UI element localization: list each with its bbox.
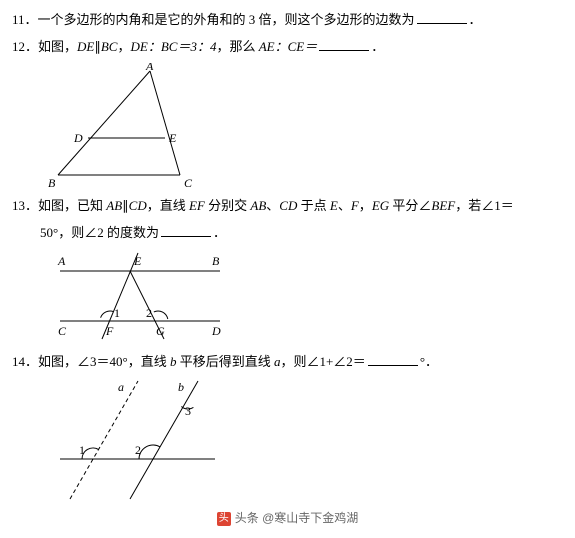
footer-text: 头条 @寒山寺下金鸡湖 bbox=[235, 511, 359, 525]
q14-svg: 1 2 3 a b bbox=[40, 377, 240, 502]
q13-dn: 、 bbox=[266, 198, 279, 213]
footer: 头头条 @寒山寺下金鸡湖 bbox=[12, 508, 563, 530]
q13-ab: AB bbox=[106, 198, 122, 213]
svg-text:A: A bbox=[57, 254, 66, 268]
q13-dn2: 、 bbox=[338, 198, 351, 213]
svg-text:G: G bbox=[156, 324, 165, 338]
q13-ab2: AB bbox=[250, 198, 266, 213]
q12-r2: AE：CE＝ bbox=[259, 39, 318, 54]
q13-figure: A B C D E F G 1 2 bbox=[40, 249, 563, 344]
q14-a: 14．如图，∠3＝40°，直线 bbox=[12, 354, 170, 369]
q13-e: E bbox=[330, 198, 338, 213]
svg-text:2: 2 bbox=[135, 443, 141, 457]
q11-period: ． bbox=[469, 12, 482, 27]
q13-cd: CD bbox=[129, 198, 147, 213]
svg-text:C: C bbox=[58, 324, 67, 338]
q13-c2: 分别交 bbox=[205, 198, 251, 213]
q12-b: ． bbox=[371, 39, 384, 54]
q14-tb: °． bbox=[420, 354, 438, 369]
svg-text:2: 2 bbox=[146, 306, 152, 320]
question-11: 11．一个多边形的内角和是它的外角和的 3 倍，则这个多边形的边数为 ． bbox=[12, 8, 563, 31]
q11-text: 11．一个多边形的内角和是它的外角和的 3 倍，则这个多边形的边数为 bbox=[12, 12, 415, 27]
svg-text:A: A bbox=[145, 63, 154, 73]
q11-blank[interactable] bbox=[417, 10, 467, 24]
svg-text:D: D bbox=[211, 324, 221, 338]
q13-c4: ， bbox=[359, 198, 372, 213]
q13-l2b: ． bbox=[213, 225, 226, 240]
q13-svg: A B C D E F G 1 2 bbox=[40, 249, 240, 344]
q13-f: F bbox=[351, 198, 359, 213]
svg-text:C: C bbox=[184, 176, 193, 188]
svg-text:E: E bbox=[133, 254, 142, 268]
q14-c1: 平移后得到直线 bbox=[176, 354, 274, 369]
svg-text:B: B bbox=[212, 254, 220, 268]
svg-text:B: B bbox=[48, 176, 56, 188]
q13-c6: ，若∠1＝ bbox=[455, 198, 514, 213]
svg-text:1: 1 bbox=[79, 443, 85, 457]
svg-text:F: F bbox=[105, 324, 114, 338]
svg-text:a: a bbox=[118, 380, 124, 394]
q12-svg: A D E B C bbox=[40, 63, 210, 188]
question-13: 13．如图，已知 AB∥CD，直线 EF 分别交 AB、CD 于点 E、F，EG… bbox=[12, 194, 563, 217]
q12-a: 12．如图， bbox=[12, 39, 77, 54]
q13-c5: 平分∠ bbox=[389, 198, 431, 213]
question-14: 14．如图，∠3＝40°，直线 b 平移后得到直线 a，则∠1+∠2＝°． bbox=[12, 350, 563, 373]
q13-bef: BEF bbox=[431, 198, 455, 213]
q13-c1: ，直线 bbox=[147, 198, 189, 213]
q12-c2: ，那么 bbox=[216, 39, 258, 54]
svg-text:1: 1 bbox=[114, 306, 120, 320]
q12-figure: A D E B C bbox=[40, 63, 563, 188]
q13-c3: 于点 bbox=[297, 198, 330, 213]
svg-text:E: E bbox=[168, 131, 177, 145]
q13-l2a: 50°，则∠2 的度数为 bbox=[40, 225, 159, 240]
question-12: 12．如图，DE∥BC，DE：BC＝3：4，那么 AE：CE＝． bbox=[12, 35, 563, 58]
q14-figure: 1 2 3 a b bbox=[40, 377, 563, 502]
q13-a: 13．如图，已知 bbox=[12, 198, 106, 213]
svg-text:D: D bbox=[73, 131, 83, 145]
q12-c1: ， bbox=[117, 39, 130, 54]
footer-icon: 头 bbox=[217, 512, 231, 526]
q12-de: DE bbox=[77, 39, 94, 54]
q13-eg: EG bbox=[372, 198, 389, 213]
q14-blank[interactable] bbox=[368, 352, 418, 366]
q12-bc: BC bbox=[101, 39, 118, 54]
q13-ef: EF bbox=[189, 198, 205, 213]
q13-blank[interactable] bbox=[161, 223, 211, 237]
svg-text:3: 3 bbox=[185, 404, 191, 418]
question-13-line2: 50°，则∠2 的度数为 ． bbox=[12, 221, 563, 244]
q12-r1: DE：BC＝3：4 bbox=[131, 39, 217, 54]
q12-blank[interactable] bbox=[319, 37, 369, 51]
svg-text:b: b bbox=[178, 380, 184, 394]
q13-cd2: CD bbox=[279, 198, 297, 213]
q14-c2: ，则∠1+∠2＝ bbox=[280, 354, 365, 369]
